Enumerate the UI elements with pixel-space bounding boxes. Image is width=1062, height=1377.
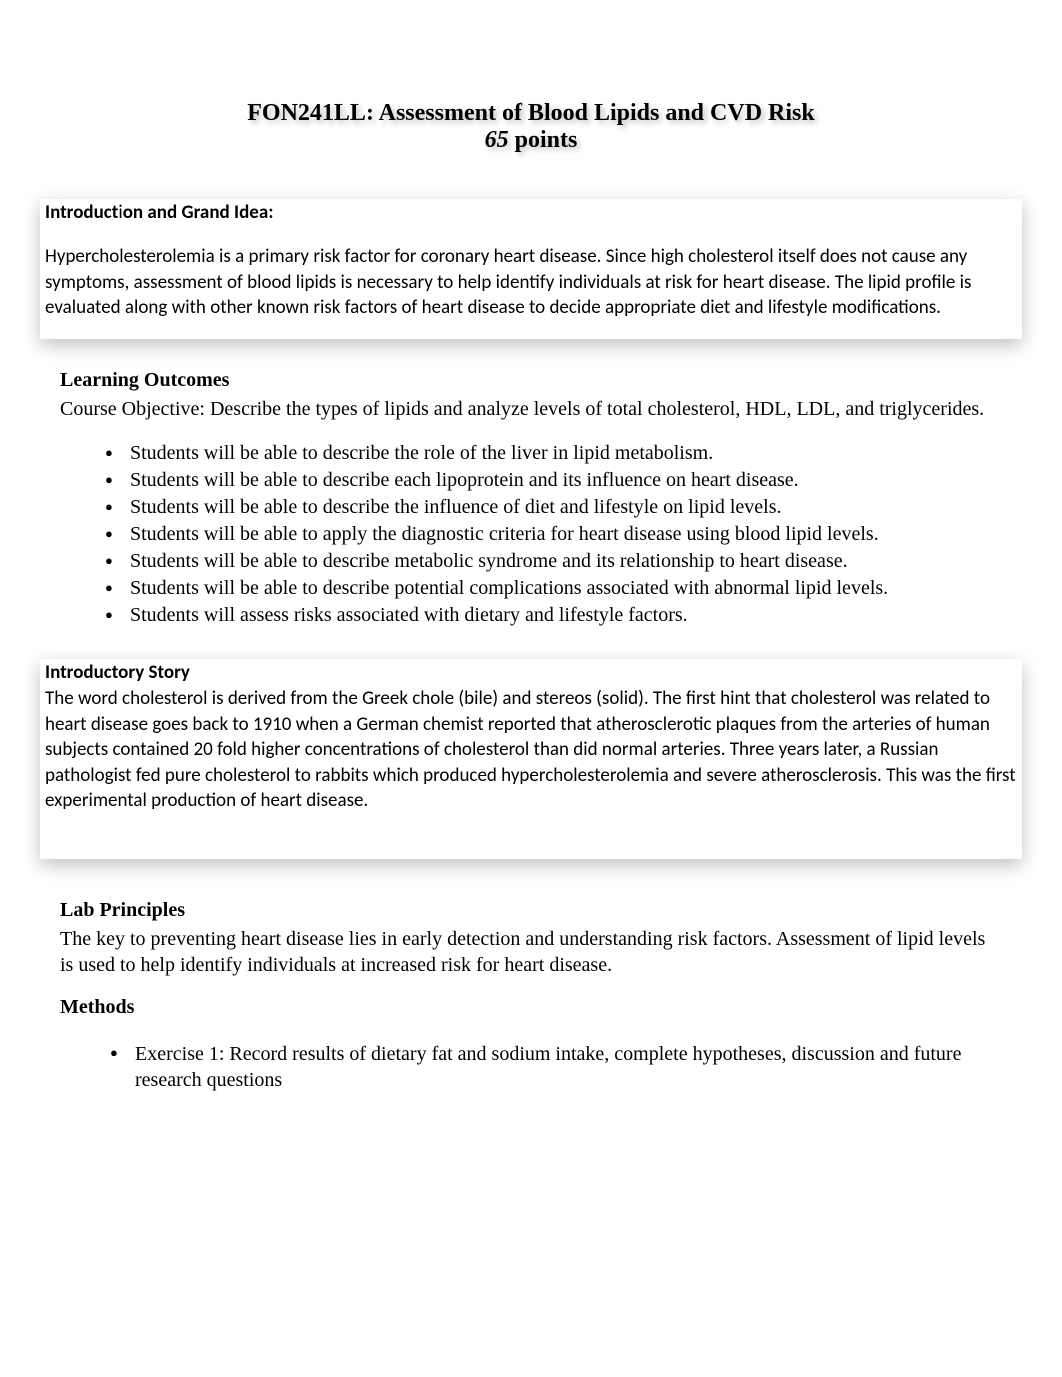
learning-outcomes-list: Students will be able to describe the ro… [60,440,1002,629]
course-objective: Course Objective: Describe the types of … [60,396,1002,422]
story-text: The word cholesterol is derived from the… [45,686,1017,814]
methods-list: Exercise 1: Record results of dietary fa… [60,1041,1002,1093]
list-item: Exercise 1: Record results of dietary fa… [100,1041,1002,1093]
list-item: Students will be able to apply the diagn… [105,521,1002,548]
introduction-heading: Introduction and Grand Idea: [45,201,1017,224]
title-line1: FON241LL: Assessment of Blood Lipids and… [40,100,1022,127]
list-item: Students will be able to describe metabo… [105,548,1002,575]
methods-heading: Methods [60,996,1002,1019]
introduction-text: Hypercholesterolemia is a primary risk f… [45,244,1017,321]
list-item: Students will be able to describe each l… [105,467,1002,494]
list-item: Students will be able to describe potent… [105,575,1002,602]
methods-section: Methods Exercise 1: Record results of di… [40,996,1022,1093]
list-item: Students will be able to describe the ro… [105,440,1002,467]
learning-outcomes-heading: Learning Outcomes [60,369,1002,392]
document-title: FON241LL: Assessment of Blood Lipids and… [40,100,1022,154]
points-label: points [509,127,578,153]
lab-principles-section: Lab Principles The key to preventing hea… [40,899,1022,978]
title-line2: 65 points [40,127,1022,154]
introduction-box: Introduction and Grand Idea: Hypercholes… [40,199,1022,339]
story-heading: Introductory Story [45,661,1017,684]
introductory-story-box: Introductory Story The word cholesterol … [40,659,1022,859]
list-item: Students will be able to describe the in… [105,494,1002,521]
lab-principles-text: The key to preventing heart disease lies… [60,926,1002,978]
list-item: Students will assess risks associated wi… [105,602,1002,629]
points-number: 65 [485,127,509,153]
lab-principles-heading: Lab Principles [60,899,1002,922]
learning-outcomes-section: Learning Outcomes Course Objective: Desc… [40,369,1022,629]
